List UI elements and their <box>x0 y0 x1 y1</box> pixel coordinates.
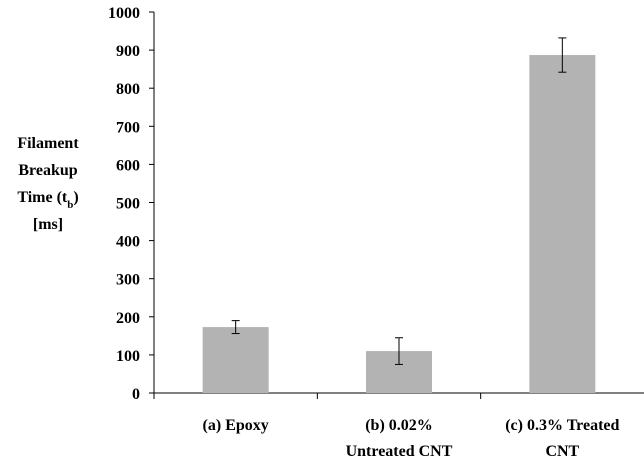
x-tick-label: Untreated CNT <box>346 443 453 460</box>
x-tick-label: (c) 0.3% Treated <box>505 417 619 434</box>
y-axis-label-paren: ) <box>73 189 78 206</box>
y-tick-label: 400 <box>116 234 140 251</box>
y-axis-label-subscript: b <box>67 199 73 211</box>
error-bars <box>231 37 567 365</box>
y-axis-label-line-1: Filament <box>17 135 79 152</box>
y-tick-label: 900 <box>116 43 140 60</box>
x-tick-label: CNT <box>545 443 579 460</box>
y-axis-label-line-3: Time (tb) <box>17 189 78 211</box>
y-axis-label-time: Time (t <box>17 189 68 206</box>
x-ticks: (a) Epoxy (b) 0.02% Untreated CNT (c) 0.3% … <box>203 417 620 460</box>
y-tick-label: 700 <box>116 119 140 136</box>
y-tick-label: 800 <box>116 81 140 98</box>
bar <box>202 327 269 393</box>
y-tick-label: 100 <box>116 348 140 365</box>
bar <box>529 55 596 393</box>
y-tick-label: 600 <box>116 157 140 174</box>
y-tick-label: 200 <box>116 310 140 327</box>
y-axis-label: Filament Breakup Time (tb) [ms] <box>17 135 79 233</box>
y-axis-label-line-4: [ms] <box>33 216 63 233</box>
y-axis-label-line-2: Breakup <box>18 162 77 179</box>
y-tick-label: 300 <box>116 272 140 289</box>
y-tick-label: 1000 <box>108 5 140 22</box>
bars <box>202 55 596 393</box>
y-tick-label: 0 <box>132 386 140 403</box>
y-tick-label: 500 <box>116 196 140 213</box>
x-tick-label: (a) Epoxy <box>203 417 269 434</box>
x-tick-label: (b) 0.02% <box>365 417 433 434</box>
y-ticks: 0 100 200 300 400 500 600 700 800 900 1000 <box>108 5 154 403</box>
